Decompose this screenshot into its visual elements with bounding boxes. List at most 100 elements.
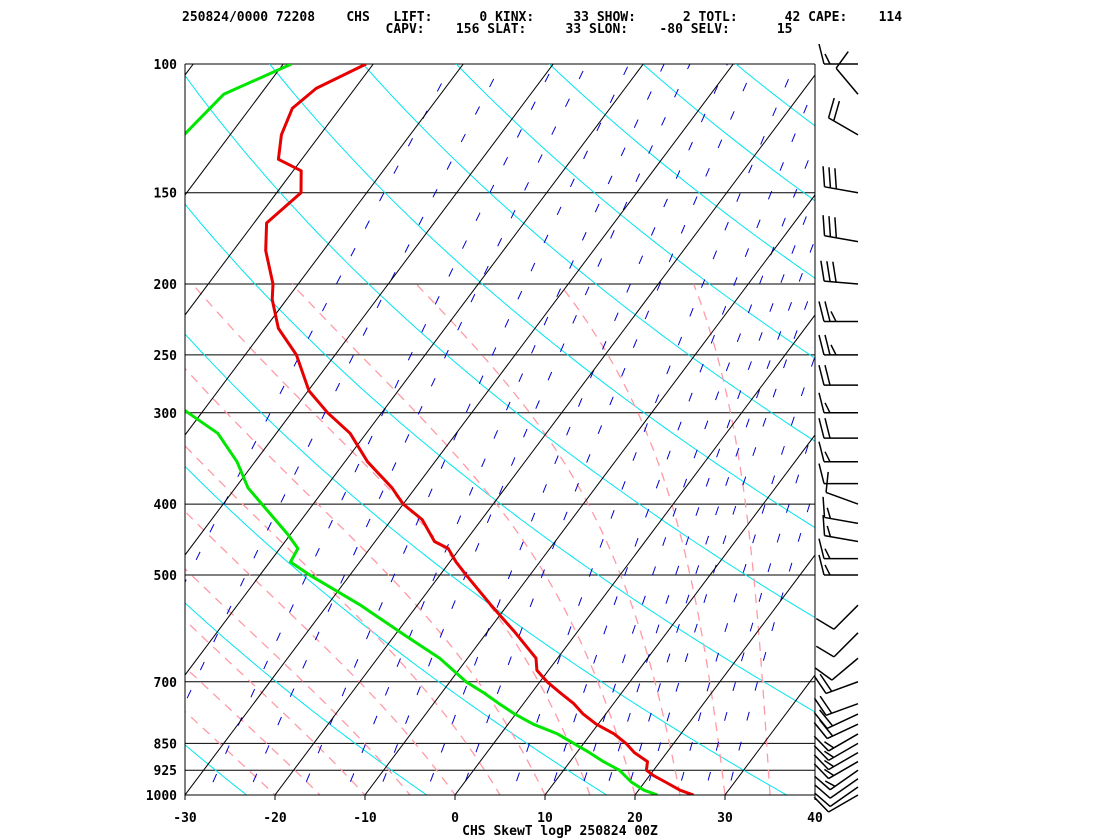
temperature-tick-label: 20 <box>627 811 643 826</box>
wind-barb-feather <box>815 645 835 658</box>
wind-barb-feather <box>832 261 837 283</box>
header-line-2: CAPV: 156 SLAT: 33 SLON: -80 SELV: 15 <box>182 22 793 37</box>
wind-barb-shaft <box>829 769 859 791</box>
wind-barb-feather <box>819 709 834 727</box>
wind-barb <box>814 769 859 791</box>
isotherm-line <box>185 64 374 316</box>
wind-barb-shaft <box>825 681 859 695</box>
dry-adiabat-line <box>185 333 788 795</box>
moist-adiabat-line <box>185 710 276 795</box>
pressure-tick-label: 200 <box>154 278 178 293</box>
wind-barb-shaft <box>833 604 859 630</box>
moist-adiabat-line <box>185 567 411 795</box>
wind-barb-feather <box>824 741 835 749</box>
wind-barb <box>822 166 859 194</box>
wind-barb-feather <box>813 796 830 813</box>
wind-barb <box>813 760 859 780</box>
wind-barb-feather <box>819 695 833 714</box>
wind-barb-feather <box>824 768 835 777</box>
wind-barb <box>820 260 859 285</box>
wind-barb-feather <box>813 722 828 740</box>
mixing-ratio-line <box>185 64 453 584</box>
wind-barb <box>822 514 859 543</box>
mixing-ratio-line <box>206 64 555 795</box>
wind-barb-feather <box>813 763 830 780</box>
mixing-ratio-line <box>726 485 815 795</box>
moist-adiabat-line <box>185 367 546 795</box>
wind-barb <box>818 301 858 323</box>
wind-barb-shaft <box>824 516 859 525</box>
isotherm-line <box>544 434 815 795</box>
wind-barb-feather <box>824 418 831 439</box>
wind-barb-feather <box>822 496 826 518</box>
wind-barb <box>813 695 859 717</box>
wind-barb-feather <box>814 784 831 799</box>
temperature-axis-labels: -30 -20 -10 0 10 20 30 40 <box>173 795 823 826</box>
moist-adiabat-line <box>693 283 771 795</box>
wind-barb-feather <box>818 364 825 386</box>
dry-adiabat-line <box>548 64 815 279</box>
wind-barb-feather <box>815 617 835 630</box>
temperature-tick-label: -10 <box>353 811 377 826</box>
wind-barb <box>818 392 858 414</box>
moist-adiabat-line <box>192 283 591 795</box>
pressure-tick-label: 250 <box>154 349 178 364</box>
wind-barb <box>815 632 859 658</box>
isotherm-line <box>185 64 644 676</box>
isotherm-line <box>814 794 815 795</box>
wind-barb-feather <box>824 402 831 414</box>
wind-barb-shaft <box>824 235 859 243</box>
dry-adiabat-line <box>185 602 428 795</box>
pressure-tick-label: 100 <box>154 58 178 73</box>
wind-barb-shaft <box>829 786 859 808</box>
wind-barb-feather <box>818 463 825 484</box>
wind-barb-shaft <box>828 742 859 762</box>
dry-adiabat-line <box>362 64 815 442</box>
wind-barb-feather <box>824 364 831 386</box>
isotherm-line <box>634 554 815 795</box>
wind-barb-feather <box>826 507 832 519</box>
wind-barb-feather <box>834 217 838 238</box>
wind-barb-feather <box>828 167 832 188</box>
wind-barb <box>814 786 859 808</box>
wind-barb <box>813 733 859 752</box>
wind-barb <box>822 496 859 525</box>
wind-barb <box>818 554 858 576</box>
wind-barb-feather <box>826 261 831 282</box>
wind-barb-feather <box>818 334 825 356</box>
pressure-tick-label: 1000 <box>146 789 177 804</box>
wind-barb <box>825 471 859 505</box>
dry-adiabat-line <box>185 744 248 795</box>
wind-barb-shaft <box>828 751 859 771</box>
wind-barb-feather <box>835 51 849 69</box>
wind-barb-shaft <box>825 702 859 717</box>
wind-barb-feather <box>824 780 836 787</box>
wind-barb-feather <box>814 667 833 681</box>
wind-barb-shaft <box>835 67 859 95</box>
pressure-tick-label: 850 <box>154 737 178 752</box>
dry-adiabat-line <box>185 465 608 795</box>
wind-barb-shaft <box>824 280 859 285</box>
wind-barb-feather <box>825 471 829 493</box>
isotherm-line <box>185 64 284 196</box>
header-line-1: 250824/0000 72208 CHS LIFT: 0 KINX: 33 S… <box>182 10 903 25</box>
wind-barb <box>813 673 859 695</box>
moist-adiabat-line <box>185 666 321 795</box>
wind-barb <box>815 604 859 630</box>
wind-barb-shaft <box>828 760 859 780</box>
wind-barb <box>813 719 859 740</box>
wind-barb <box>835 51 859 95</box>
mixing-ratio-line <box>625 238 815 795</box>
mixing-ratio-line <box>579 142 815 795</box>
wind-barb-feather <box>824 548 831 559</box>
wind-barb <box>813 794 859 813</box>
wind-barb-feather <box>818 554 825 576</box>
wind-barb-feather <box>813 745 830 761</box>
isotherm-line <box>454 314 815 795</box>
dry-adiabat-line <box>455 64 815 359</box>
pressure-tick-label: 700 <box>154 676 178 691</box>
dry-adiabats <box>0 48 815 811</box>
temperature-profile-line <box>264 64 695 795</box>
dry-adiabat-line <box>0 48 84 811</box>
